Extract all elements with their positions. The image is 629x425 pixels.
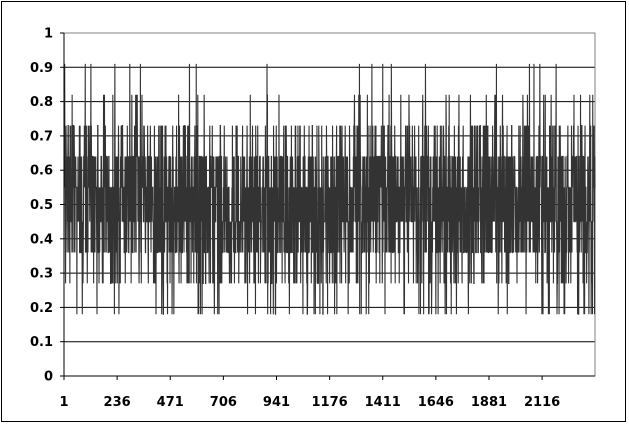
x-tick-label: 706 <box>210 395 237 410</box>
y-tick-label: 0.1 <box>30 335 53 350</box>
y-tick-label: 0.8 <box>30 95 53 110</box>
y-tick-label: 0.2 <box>30 301 53 316</box>
series-group <box>63 63 596 315</box>
x-tick-label: 236 <box>104 395 131 410</box>
x-tick-label: 1 <box>59 395 68 410</box>
x-tick-label: 1176 <box>312 395 348 410</box>
y-axis: 0 0.1 0.2 0.3 0.4 0.5 0.6 0.7 0.8 0.9 1 <box>30 27 65 385</box>
x-tick-label: 1411 <box>365 395 401 410</box>
y-tick-label: 0 <box>44 370 53 385</box>
x-tick-label: 941 <box>263 395 290 410</box>
x-axis: 1 236 471 706 941 1176 1411 1646 1881 2116 <box>59 375 595 410</box>
x-tick-label: 2116 <box>524 395 560 410</box>
y-tick-label: 0.7 <box>30 129 53 144</box>
y-tick-label: 0.3 <box>30 267 53 282</box>
series-line <box>63 63 596 315</box>
y-tick-label: 0.6 <box>30 164 53 179</box>
x-tick-label: 1646 <box>418 395 454 410</box>
y-tick-label: 0.4 <box>30 232 53 247</box>
x-tick-label: 471 <box>157 395 184 410</box>
y-tick-label: 0.9 <box>30 61 53 76</box>
y-tick-label: 1 <box>44 27 53 42</box>
x-tick-label: 1881 <box>471 395 507 410</box>
y-tick-label: 0.5 <box>30 198 53 213</box>
